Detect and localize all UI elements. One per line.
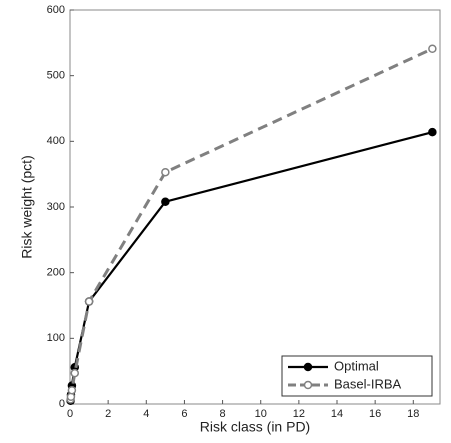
legend-label: Basel-IRBA: [334, 376, 402, 391]
x-tick-label: 10: [255, 408, 267, 420]
legend-box: [281, 355, 433, 397]
legend-label: Optimal: [334, 358, 379, 373]
x-tick-label: 2: [105, 408, 111, 420]
series-marker: [67, 385, 77, 395]
y-tick-label: 600: [47, 4, 65, 16]
series-line: [69, 47, 434, 400]
x-tick-label: 6: [181, 408, 187, 420]
legend-marker: [303, 362, 313, 372]
y-tick-label: 500: [47, 70, 65, 82]
y-tick-label: 0: [59, 398, 65, 410]
x-tick-label: 0: [67, 408, 73, 420]
series-marker: [70, 368, 80, 378]
x-axis-label: Risk class (in PD): [200, 419, 310, 435]
x-tick-label: 8: [220, 408, 226, 420]
series-marker: [428, 127, 437, 137]
series-marker: [161, 167, 170, 177]
x-tick-label: 4: [143, 408, 149, 420]
series-marker: [161, 197, 170, 206]
y-tick-label: 300: [47, 201, 65, 213]
series-marker: [84, 297, 94, 306]
y-tick-label: 200: [47, 267, 65, 279]
series-marker: [428, 44, 437, 53]
legend-marker: [303, 380, 313, 390]
x-tick-label: 14: [331, 408, 343, 420]
x-tick-label: 12: [293, 408, 305, 420]
x-tick-label: 16: [369, 408, 381, 420]
y-tick-label: 100: [47, 332, 65, 344]
x-tick-label: 18: [407, 408, 419, 420]
y-tick-label: 400: [47, 135, 65, 147]
plot-area: [69, 9, 441, 405]
y-axis-label: Risk weight (pct): [19, 155, 35, 258]
